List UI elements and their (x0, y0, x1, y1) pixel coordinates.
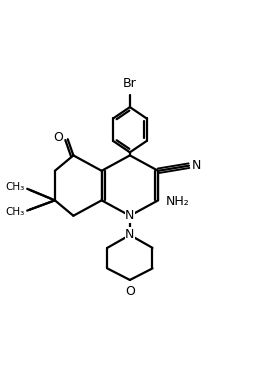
Text: O: O (53, 131, 63, 144)
Text: CH₃: CH₃ (6, 207, 25, 217)
Text: CH₃: CH₃ (6, 183, 25, 192)
Text: Br: Br (123, 77, 137, 90)
Text: N: N (192, 159, 202, 172)
Text: NH₂: NH₂ (165, 195, 189, 208)
Text: N: N (125, 228, 135, 241)
Text: N: N (125, 209, 135, 222)
Text: O: O (125, 285, 135, 298)
